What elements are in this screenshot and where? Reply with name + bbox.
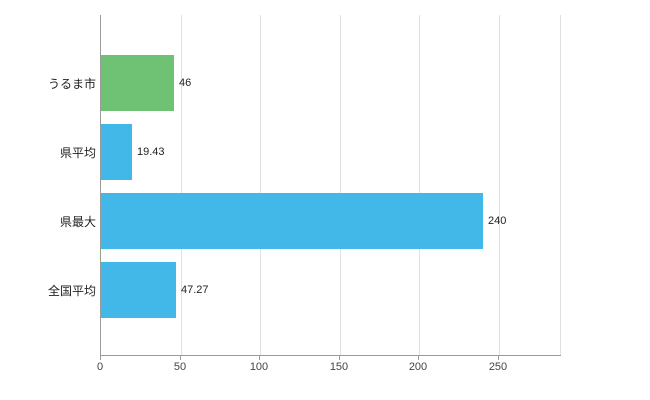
bar [101,55,174,111]
x-tick-label: 250 [488,361,508,373]
gridline [340,15,341,355]
category-label: 県最大 [59,215,96,229]
bar [101,193,483,249]
gridline [181,15,182,355]
x-tick-mark [339,356,340,360]
category-label: うるま市 [47,77,96,91]
gridline [260,15,261,355]
category-label: 全国平均 [47,284,96,298]
x-tick-mark [418,356,419,360]
x-tick-label: 50 [173,361,187,373]
x-tick-mark [180,356,181,360]
bar-value-label: 46 [179,77,192,89]
x-tick-mark [498,356,499,360]
x-tick-mark [100,356,101,360]
bar-value-label: 240 [488,215,507,227]
x-tick-label: 200 [408,361,428,373]
bar-value-label: 19.43 [137,146,165,158]
category-label: 県平均 [59,146,96,160]
bar [101,124,132,180]
x-tick-label: 100 [249,361,269,373]
gridline [499,15,500,355]
x-tick-mark [259,356,260,360]
x-tick-label: 150 [329,361,349,373]
plot-right-border [560,15,561,355]
x-tick-label: 0 [96,361,104,373]
gridline [419,15,420,355]
plot-area: 46 19.43 240 47.27 [100,15,561,356]
bar-value-label: 47.27 [181,284,209,296]
bar [101,262,176,318]
